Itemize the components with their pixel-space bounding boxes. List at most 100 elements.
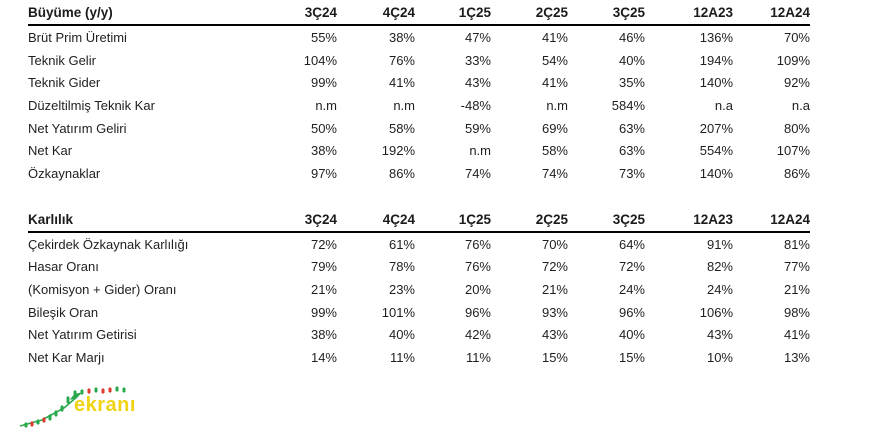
value-cell: 43% (706, 327, 733, 343)
table-row: Çekirdek Özkaynak Karlılığı 72% 61% 76% 70% 6… (28, 232, 810, 256)
value-cell: 50% (310, 120, 337, 136)
value-cell: 80% (783, 120, 810, 136)
value-cell: 10% (706, 350, 733, 366)
value-cell: 63% (618, 120, 645, 136)
value-cell: 24% (706, 282, 733, 298)
row-label: Özkaynaklar (28, 165, 101, 181)
profitability-table: Karlılık 3Ç24 4Ç24 1Ç25 2Ç25 3Ç25 12A23 12A24 Çe… (28, 209, 810, 369)
value-cell: 93% (541, 304, 568, 320)
table-row: Hasar Oranı 79% 78% 76% 72% 72% 82% 77% (28, 256, 810, 279)
table-row: Düzeltilmiş Teknik Kar n.m n.m -48% n.m 584% n… (28, 94, 810, 117)
value-cell: 136% (699, 29, 733, 45)
row-label: Düzeltilmiş Teknik Kar (28, 97, 155, 113)
value-cell: 92% (783, 75, 810, 91)
value-cell: 42% (464, 327, 491, 343)
value-cell: n.m (469, 143, 491, 159)
value-cell: 72% (310, 236, 337, 252)
column-header: 12A23 (645, 209, 733, 233)
value-cell: 11% (465, 350, 491, 366)
value-cell: 86% (388, 165, 415, 181)
value-cell: 70% (541, 236, 568, 252)
value-cell: 20% (464, 282, 491, 298)
value-cell: 59% (464, 120, 491, 136)
value-cell: 63% (618, 143, 645, 159)
value-cell: 69% (541, 120, 568, 136)
value-cell: 41% (541, 75, 568, 91)
growth-table: Büyüme (y/y) 3Ç24 4Ç24 1Ç25 2Ç25 3Ç25 12A23 12A… (28, 3, 810, 185)
value-cell: -48% (460, 97, 491, 113)
table-row: Net Kar Marjı 14% 11% 11% 15% 15% 10% 13% (28, 346, 810, 369)
value-cell: 35% (618, 75, 645, 91)
value-cell: 76% (464, 259, 491, 275)
column-header: 2Ç25 (491, 3, 568, 26)
value-cell: 74% (464, 165, 491, 181)
row-label: Teknik Gelir (28, 52, 96, 68)
value-cell: 77% (783, 259, 810, 275)
value-cell: 15% (541, 350, 568, 366)
value-cell: 82% (706, 259, 733, 275)
value-cell: 21% (541, 282, 568, 298)
column-header: 4Ç24 (337, 209, 415, 233)
value-cell: 98% (783, 304, 810, 320)
value-cell: n.a (791, 97, 810, 113)
value-cell: 38% (388, 29, 415, 45)
column-header: 12A24 (733, 3, 810, 26)
table-row: Net Yatırım Geliri 50% 58% 59% 69% 63% 207% 80% (28, 117, 810, 140)
value-cell: 21% (783, 282, 810, 298)
financial-tables: Büyüme (y/y) 3Ç24 4Ç24 1Ç25 2Ç25 3Ç25 12A23 12A… (28, 3, 810, 369)
row-label: Net Kar (28, 143, 73, 159)
value-cell: 79% (310, 259, 337, 275)
column-header: 4Ç24 (337, 3, 415, 26)
value-cell: 104% (303, 52, 337, 68)
value-cell: 99% (310, 75, 337, 91)
value-cell: 61% (388, 236, 415, 252)
column-header: 1Ç25 (415, 209, 491, 233)
value-cell: 81% (783, 236, 810, 252)
column-header: 1Ç25 (415, 3, 491, 26)
value-cell: 76% (388, 52, 415, 68)
value-cell: 55% (310, 29, 337, 45)
value-cell: 192% (381, 143, 415, 159)
value-cell: 106% (699, 304, 733, 320)
value-cell: 207% (699, 120, 733, 136)
candlestick-chart-icon (19, 386, 126, 428)
value-cell: 140% (699, 165, 733, 181)
value-cell: 24% (618, 282, 645, 298)
value-cell: 54% (541, 52, 568, 68)
value-cell: 40% (618, 52, 645, 68)
table-row: Net Yatırım Getirisi 38% 40% 42% 43% 40% 43% 41… (28, 324, 810, 347)
row-label: Hasar Oranı (28, 259, 99, 275)
value-cell: 33% (464, 52, 491, 68)
value-cell: 97% (310, 165, 337, 181)
column-header: 3Ç25 (568, 209, 645, 233)
value-cell: 58% (541, 143, 568, 159)
value-cell: n.m (546, 97, 568, 113)
value-cell: 43% (541, 327, 568, 343)
value-cell: 99% (310, 304, 337, 320)
section-title: Karlılık (28, 209, 260, 233)
table-row: Özkaynaklar 97% 86% 74% 74% 73% 140% 86% (28, 162, 810, 185)
value-cell: 70% (783, 29, 810, 45)
value-cell: 43% (464, 75, 491, 91)
value-cell: 72% (541, 259, 568, 275)
column-header: 12A24 (733, 209, 810, 233)
value-cell: 554% (699, 143, 733, 159)
value-cell: 23% (388, 282, 415, 298)
value-cell: 76% (464, 236, 491, 252)
value-cell: 14% (310, 350, 337, 366)
section-title: Büyüme (y/y) (28, 3, 260, 26)
value-cell: 41% (388, 75, 415, 91)
row-label: Net Kar Marjı (28, 350, 105, 366)
value-cell: 584% (611, 97, 645, 113)
value-cell: 58% (388, 120, 415, 136)
value-cell: 72% (618, 259, 645, 275)
row-label: Brüt Prim Üretimi (28, 29, 127, 45)
value-cell: 15% (618, 350, 645, 366)
value-cell: 41% (783, 327, 810, 343)
value-cell: n.a (714, 97, 733, 113)
value-cell: 13% (783, 350, 810, 366)
value-cell: 96% (618, 304, 645, 320)
value-cell: 46% (618, 29, 645, 45)
value-cell: 38% (310, 143, 337, 159)
